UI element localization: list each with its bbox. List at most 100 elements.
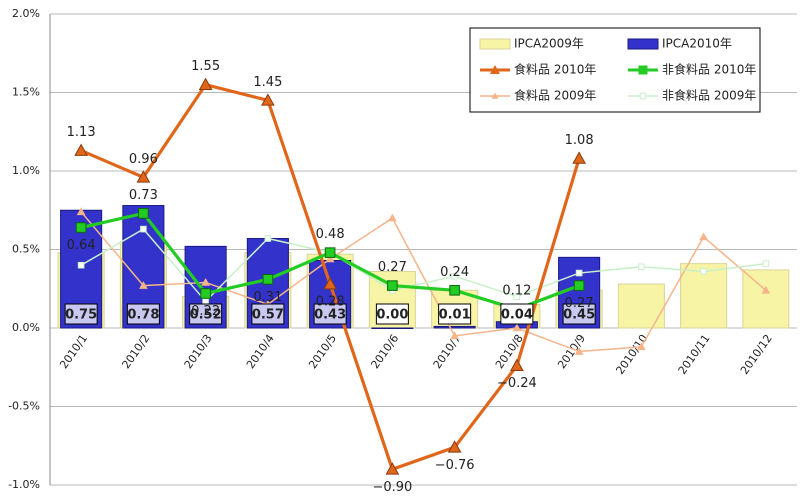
value-label: 0.48: [316, 227, 345, 242]
value-label: 0.24: [440, 265, 469, 280]
label-box: [313, 303, 347, 325]
bar: [617, 283, 665, 329]
x-tick-label: 2010/6: [368, 332, 401, 371]
value-label: 0.22: [191, 304, 220, 319]
legend-marker: [491, 92, 499, 99]
legend-label: 非食料品 2009年: [662, 88, 756, 103]
legend-label: 非食料品 2010年: [662, 62, 756, 77]
label-box: [189, 303, 223, 325]
legend-marker: [639, 92, 647, 100]
marker: [75, 222, 87, 233]
marker: [762, 260, 770, 267]
x-tick-label: 2010/7: [431, 332, 464, 371]
marker: [700, 268, 707, 275]
bar: [742, 269, 790, 329]
marker: [637, 342, 646, 351]
marker: [136, 170, 151, 183]
value-label: 0.75: [65, 308, 97, 323]
y-tick-label: 1.5%: [12, 86, 40, 99]
marker: [138, 208, 149, 219]
marker: [200, 288, 211, 299]
value-label: 0.27: [565, 296, 594, 311]
label-box: [126, 303, 160, 325]
value-label: 0.04: [501, 308, 533, 323]
x-tick-label: 2010/4: [244, 332, 277, 371]
marker: [323, 277, 337, 290]
marker: [450, 331, 459, 340]
y-tick-label: -0.5%: [8, 400, 40, 413]
label-box: [251, 303, 285, 325]
marker: [261, 93, 275, 106]
legend-label: IPCA2009年: [514, 37, 584, 51]
bar: [371, 327, 414, 329]
legend-label: 食料品 2009年: [514, 88, 596, 103]
value-label: 1.45: [253, 75, 282, 90]
value-label: 1.08: [565, 133, 594, 148]
label-box: [375, 303, 409, 325]
x-tick-label: 2010/10: [613, 332, 650, 377]
marker: [262, 274, 274, 285]
legend-label: 食料品 2010年: [514, 62, 596, 77]
x-tick-label: 2010/3: [182, 332, 215, 371]
label-box: [64, 303, 98, 325]
y-tick-label: 1.0%: [12, 164, 40, 177]
marker: [201, 277, 210, 286]
value-label: 0.96: [129, 152, 158, 167]
value-label: 0.28: [316, 295, 345, 310]
marker: [574, 347, 584, 355]
legend-label: IPCA2010年: [662, 37, 732, 51]
marker: [387, 280, 398, 291]
legend-marker: [638, 65, 648, 75]
marker: [513, 293, 521, 300]
label-box: [438, 303, 472, 325]
value-label: 0.57: [252, 308, 284, 323]
value-label: −0.90: [372, 480, 412, 495]
marker: [451, 272, 458, 280]
marker: [638, 263, 645, 271]
marker: [449, 285, 460, 296]
bar: [433, 325, 476, 329]
x-tick-label: 2010/5: [306, 332, 339, 371]
marker: [761, 285, 771, 294]
marker: [573, 280, 585, 291]
series-line: [80, 211, 767, 353]
x-tick-label: 2010/12: [738, 332, 775, 377]
y-tick-label: 2.0%: [12, 7, 40, 20]
value-label: 0.64: [67, 238, 96, 253]
marker: [510, 358, 524, 371]
value-label: 1.13: [67, 125, 96, 140]
marker: [572, 151, 586, 164]
marker: [140, 225, 147, 233]
value-label: 0.27: [378, 260, 407, 275]
y-tick-label: 0.0%: [12, 321, 40, 334]
legend-swatch: [479, 38, 511, 50]
series-line: [80, 228, 766, 303]
value-label: 0.52: [190, 308, 222, 323]
marker: [74, 143, 88, 156]
value-label: 0.43: [314, 308, 346, 323]
value-label: 0.12: [502, 284, 531, 299]
marker: [388, 213, 397, 222]
y-tick-label: 0.5%: [12, 243, 40, 256]
value-label: 0.01: [439, 308, 471, 323]
marker: [77, 261, 85, 269]
marker: [699, 232, 708, 241]
value-label: 0.73: [129, 188, 158, 203]
marker: [198, 77, 213, 90]
legend-box: [469, 27, 761, 113]
marker: [447, 440, 462, 453]
marker: [76, 207, 86, 216]
value-label: 0.00: [376, 308, 408, 323]
legend-swatch: [627, 38, 659, 50]
legend-marker: [490, 65, 500, 74]
value-label: −0.24: [497, 376, 537, 391]
marker: [385, 462, 400, 475]
value-label: −0.76: [435, 458, 475, 473]
marker: [325, 254, 335, 263]
marker: [264, 235, 272, 242]
label-box: [500, 303, 534, 325]
marker: [324, 247, 336, 258]
value-label: 0.45: [563, 308, 595, 323]
x-tick-label: 2010/11: [676, 332, 713, 377]
